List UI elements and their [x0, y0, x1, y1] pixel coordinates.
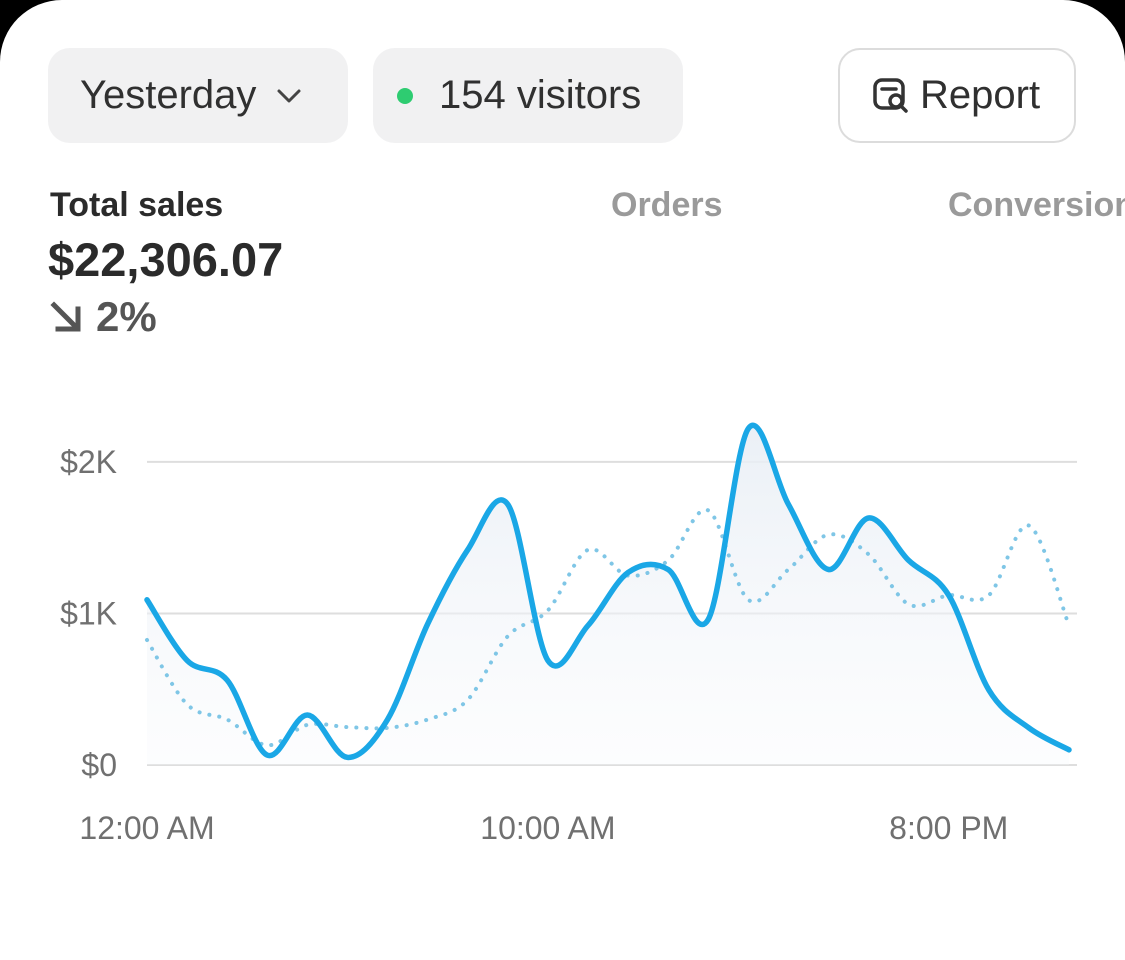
visitors-pill[interactable]: 154 visitors: [373, 48, 683, 143]
y-tick-label: $0: [81, 747, 117, 783]
period-dropdown[interactable]: Yesterday: [48, 48, 348, 143]
metric-change: 2%: [48, 293, 157, 341]
period-label: Yesterday: [80, 73, 257, 117]
y-tick-label: $1K: [60, 595, 117, 631]
change-label: 2%: [96, 293, 157, 340]
x-tick-label: 8:00 PM: [889, 810, 1008, 846]
chevron-icon: [277, 89, 301, 102]
down-arrow-icon: [50, 301, 81, 332]
x-tick-label: 10:00 AM: [480, 810, 615, 846]
report-icon: [873, 77, 908, 113]
x-tick-label: 12:00 AM: [79, 810, 214, 846]
y-tick-label: $2K: [60, 444, 117, 480]
report-label: Report: [920, 73, 1041, 117]
live-dot: [397, 87, 413, 104]
visitors-label: 154 visitors: [439, 73, 642, 117]
sales-chart: $0 $1K $2K 12:00 AM 10:00 AM 8:00 PM: [60, 422, 1077, 846]
metric-value: $22,306.07: [48, 233, 284, 286]
tab-total-sales[interactable]: Total sales: [50, 186, 224, 224]
area-fill: [147, 425, 1069, 765]
sales-line: [144, 422, 1072, 761]
tab-orders[interactable]: Orders: [611, 186, 723, 224]
tab-conversion[interactable]: Conversion: [948, 186, 1125, 224]
report-button[interactable]: Report: [838, 48, 1076, 143]
